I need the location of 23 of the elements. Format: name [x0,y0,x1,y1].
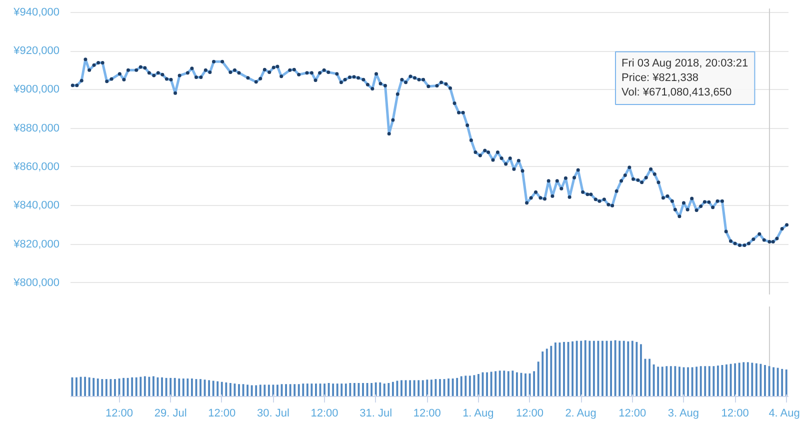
x-tick-label: 12:00 [310,408,338,420]
y-tick-label: ¥860,000 [12,160,60,173]
x-tick-label: 4. Aug [768,408,800,420]
x-tick-label: 30. Jul [256,408,290,420]
x-tick-label: 12:00 [618,408,646,420]
y-tick-label: ¥900,000 [12,84,60,96]
y-tick-label: ¥820,000 [12,238,60,250]
x-tick-label: 12:00 [721,408,749,420]
x-tick-label: 3. Aug [668,408,700,420]
x-tick-label: 12:00 [208,408,236,420]
x-tick-label: 29. Jul [154,408,187,420]
x-tick-label: 12:00 [413,408,441,420]
x-tick-label: 2. Aug [565,408,596,420]
x-tick-label: 12:00 [516,408,544,420]
x-tick-label: 12:00 [105,408,134,420]
y-tick-label: ¥800,000 [12,276,60,289]
y-tick-label: ¥880,000 [12,122,60,134]
y-tick-label: ¥940,000 [12,6,60,18]
y-tick-label: ¥840,000 [12,200,60,212]
x-tick-label: 31. Jul [360,408,392,420]
x-tick-label: 1. Aug [462,408,494,420]
y-tick-label: ¥920,000 [12,45,60,58]
annotation: Fri 03 Aug 2018, 20:03:21 Price: ¥821,338 Vol: ¥671,080,413,650 [622,58,748,98]
